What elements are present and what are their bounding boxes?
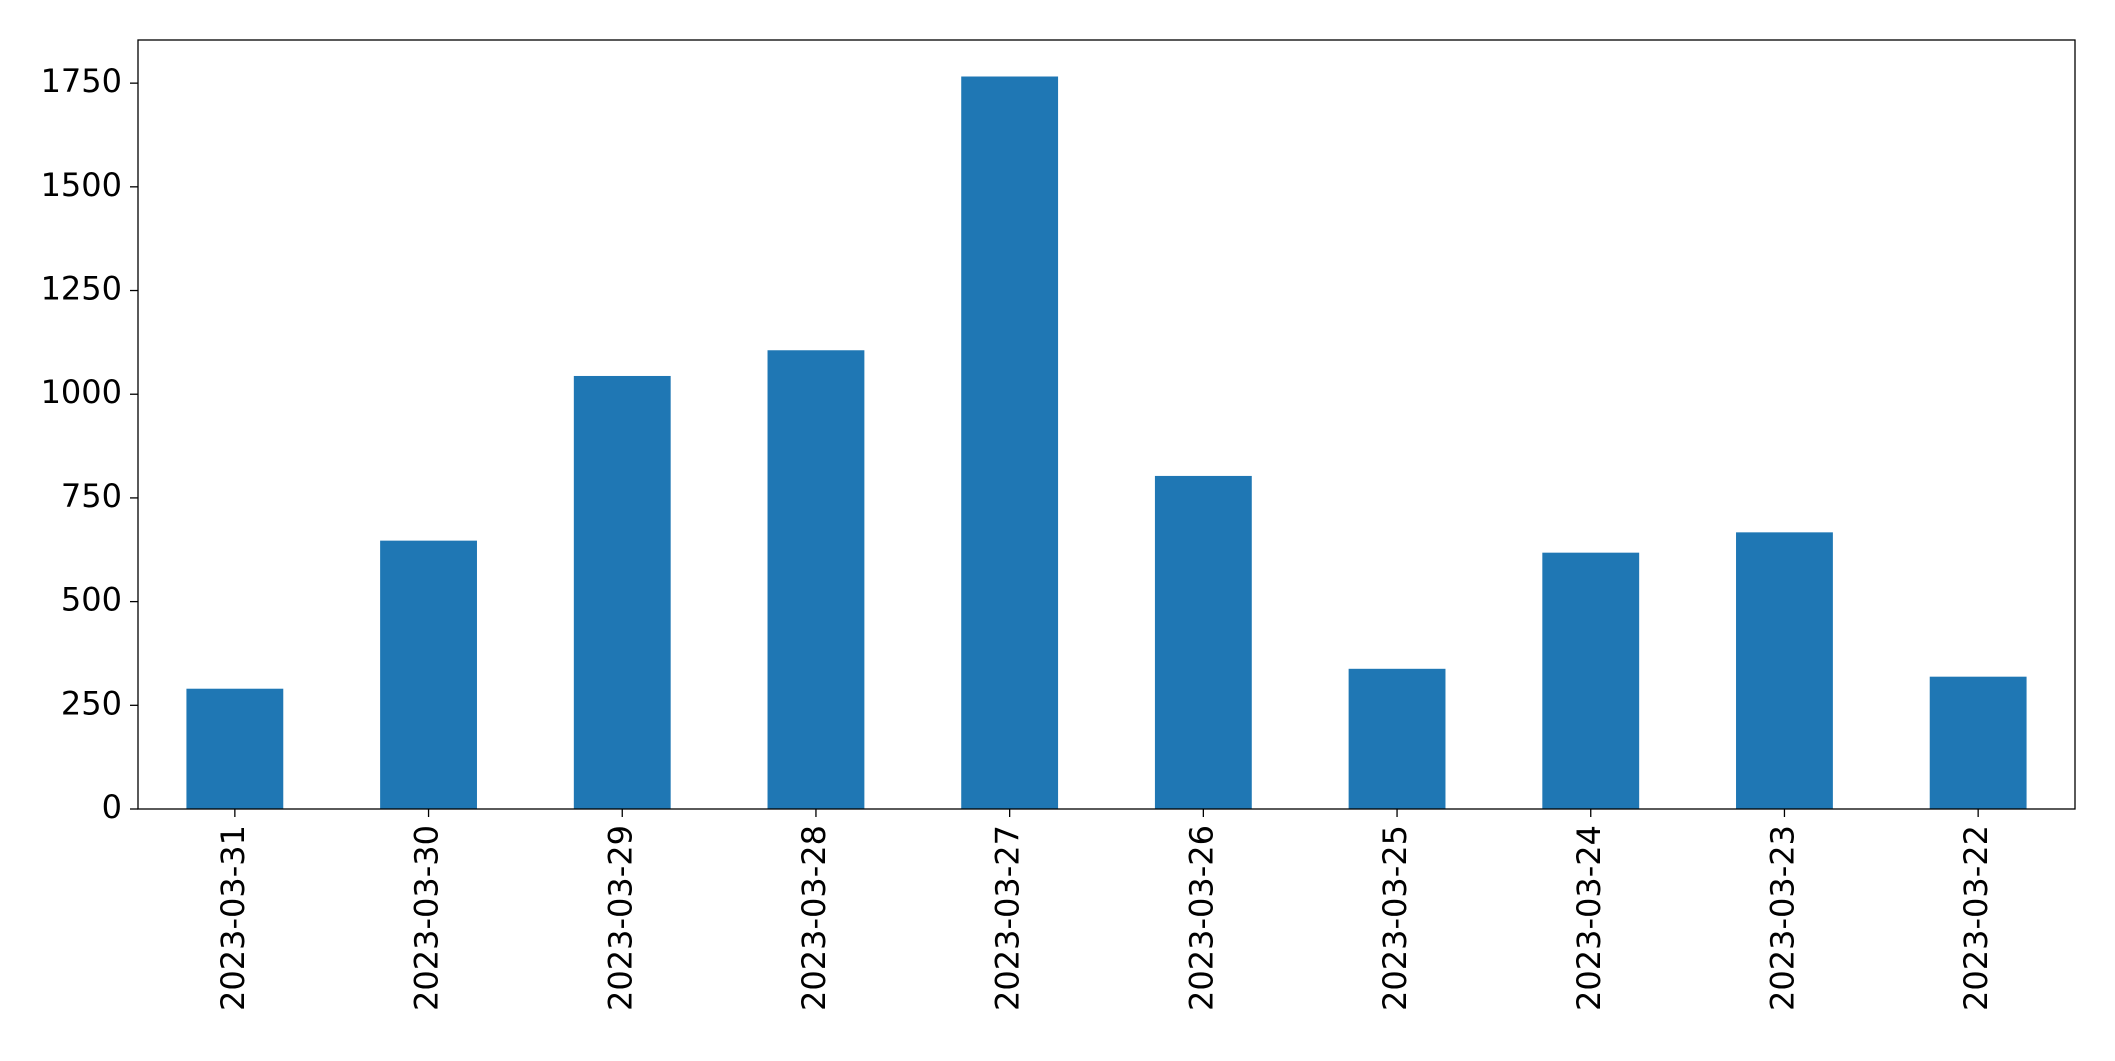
bar — [767, 350, 865, 809]
bar — [380, 540, 477, 809]
y-tick-label: 500 — [61, 581, 122, 619]
bar — [573, 375, 671, 809]
bar — [1542, 552, 1640, 809]
x-tick-label: 2023-03-23 — [1763, 825, 1801, 1011]
y-tick-label: 1500 — [41, 166, 122, 204]
x-tick-label: 2023-03-24 — [1570, 825, 1608, 1011]
bar — [1736, 532, 1833, 809]
x-tick-label: 2023-03-26 — [1182, 825, 1220, 1011]
x-tick-label: 2023-03-25 — [1376, 825, 1414, 1011]
x-tick-label: 2023-03-31 — [214, 825, 252, 1011]
y-tick-label: 750 — [61, 477, 122, 515]
y-tick-label: 0 — [102, 788, 122, 826]
y-tick-label: 1000 — [41, 373, 122, 411]
bar — [186, 688, 284, 809]
y-tick-label: 1250 — [41, 270, 122, 308]
y-tick-label: 250 — [61, 684, 122, 722]
x-tick-label: 2023-03-29 — [601, 825, 639, 1011]
bar — [1154, 475, 1252, 809]
bar — [1929, 676, 2027, 809]
bar — [961, 76, 1059, 809]
y-tick-label: 1750 — [41, 62, 122, 100]
x-tick-label: 2023-03-22 — [1957, 825, 1995, 1011]
x-tick-label: 2023-03-27 — [989, 825, 1027, 1011]
plot-frame — [137, 39, 2076, 810]
x-tick-label: 2023-03-28 — [795, 825, 833, 1011]
bar — [1348, 668, 1446, 809]
x-tick-label: 2023-03-30 — [408, 825, 446, 1011]
